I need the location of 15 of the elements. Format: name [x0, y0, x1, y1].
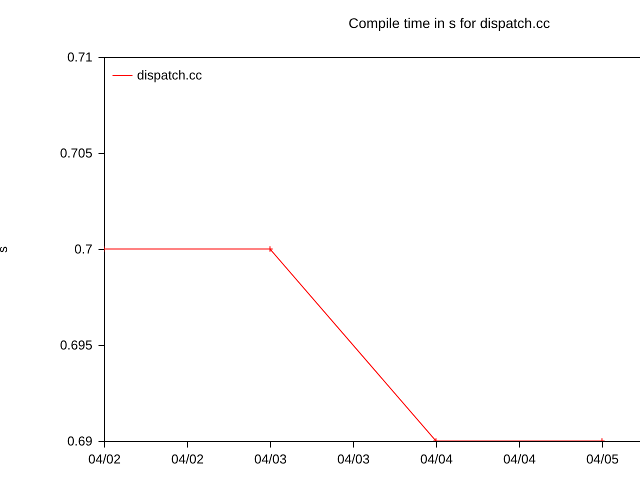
x-tick-label: 04/03	[254, 452, 287, 466]
chart-title: Compile time in s for dispatch.cc	[348, 15, 550, 31]
x-tick-label: 04/05	[586, 452, 619, 466]
y-tick-label: 0.69	[67, 434, 92, 448]
x-tick-label: 04/04	[420, 452, 453, 466]
y-tick-label: 0.695	[60, 338, 92, 352]
y-axis-title: s	[0, 246, 10, 253]
y-tick-label: 0.71	[67, 50, 92, 64]
x-tick-label: 04/04	[503, 452, 536, 466]
y-tick-label: 0.7	[74, 242, 92, 256]
legend-label: dispatch.cc	[137, 68, 203, 82]
x-tick-label: 04/03	[337, 452, 370, 466]
y-tick-label: 0.705	[60, 146, 92, 160]
x-tick-label: 04/02	[171, 452, 204, 466]
x-tick-label: 04/02	[88, 452, 121, 466]
